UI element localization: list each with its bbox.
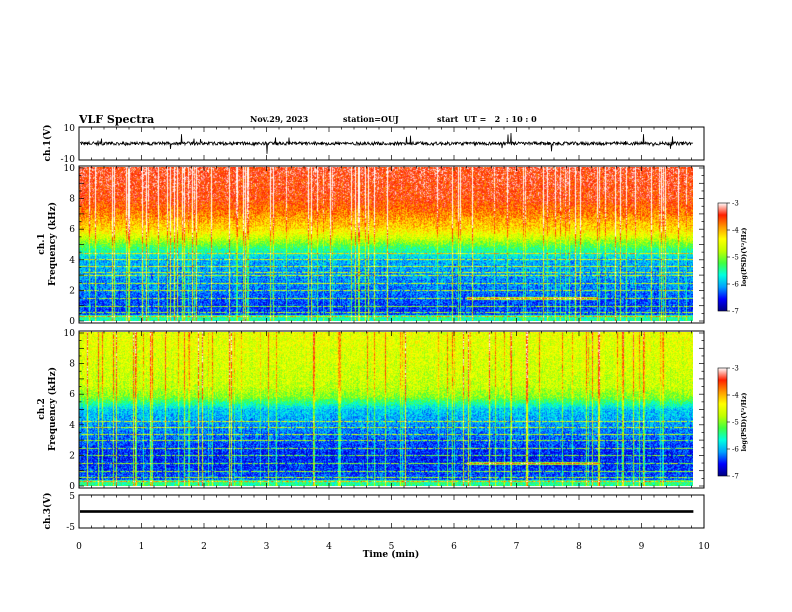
- ylabel-ch1-line2: Frequency (kHz): [47, 202, 58, 286]
- figure-start-ut: start UT = 2 : 10 : 0: [437, 114, 537, 124]
- y-tick-label: 10: [64, 164, 76, 174]
- y-tick-label: 8: [69, 360, 75, 370]
- x-tick-label: 4: [326, 542, 332, 552]
- colorbar-gradient: [717, 202, 728, 312]
- colorbar-tick-label: -4: [732, 227, 739, 235]
- x-tick-label: 6: [451, 542, 457, 552]
- waveform-panel-ch3: 5 -5 ch.3(V): [42, 492, 705, 533]
- colorbar-tick-label: -4: [732, 392, 739, 400]
- y-tick-label: 10: [64, 329, 76, 339]
- x-axis-label: Time (min): [363, 549, 420, 560]
- figure-date: Nov.29, 2023: [250, 114, 309, 124]
- y-tick-label: 4: [69, 421, 75, 431]
- y-tick-label: 6: [69, 390, 75, 400]
- colorbar-tick-label: -6: [732, 446, 739, 454]
- ytick-label-ch1-bottom: -10: [61, 155, 76, 165]
- ytick-label-ch3-bottom: -5: [66, 523, 75, 533]
- ylabel-ch2-line2: Frequency (kHz): [47, 367, 58, 451]
- y-tick-label: 4: [69, 256, 75, 266]
- x-tick-label: 2: [201, 542, 207, 552]
- colorbar-tick-label: -5: [732, 254, 739, 262]
- colorbar-gradient: [717, 367, 728, 477]
- x-tick-label: 1: [139, 542, 145, 552]
- spectrogram-panel-ch2: 0 2 4 6 8 10 ch.2 Frequency (kHz): [37, 329, 705, 492]
- y-tick-label: 8: [69, 195, 75, 205]
- x-tick-label: 8: [576, 542, 582, 552]
- waveform-panel-ch1: 10 -10 ch.1(V): [42, 124, 705, 165]
- y-tick-label: 2: [69, 286, 75, 296]
- waveform-trace-ch3: [80, 510, 694, 513]
- colorbar-ch2: -3 -4 -5 -6 -7 log(PSD)(V²/Hz): [717, 365, 748, 481]
- y-tick-label: 0: [69, 317, 75, 327]
- figure-title: VLF Spectra: [78, 113, 154, 126]
- colorbar-tick-label: -7: [732, 308, 739, 316]
- ylabel-ch1: ch.1(V): [42, 125, 53, 162]
- spectrogram-panel-ch1: 0 2 4 6 8 10 ch.1 Frequency (kHz): [37, 164, 705, 327]
- x-tick-label: 10: [698, 542, 710, 552]
- spectrogram-image-ch2: [79, 332, 693, 486]
- colorbar-label: log(PSD)(V²/Hz): [740, 393, 748, 452]
- colorbar-tick-label: -5: [732, 419, 739, 427]
- spectrogram-image-ch1: [79, 167, 693, 321]
- x-tick-label: 7: [514, 542, 520, 552]
- colorbar-tick-label: -6: [732, 281, 739, 289]
- ytick-label-ch1-top: 10: [64, 124, 76, 134]
- x-tick-label: 9: [639, 542, 645, 552]
- colorbar-label: log(PSD)(V²/Hz): [740, 228, 748, 287]
- y-tick-label: 2: [69, 451, 75, 461]
- x-axis: 0 1 2 3 4 5 6 7 8 9 10: [76, 127, 710, 552]
- x-tick-label: 5: [389, 542, 395, 552]
- figure-station: station=OUJ: [343, 114, 399, 124]
- x-tick-label: 3: [264, 542, 270, 552]
- ylabel-ch1-line1: ch.1: [37, 233, 47, 254]
- colorbar-tick-label: -7: [732, 473, 739, 481]
- waveform-trace-ch1: [79, 132, 694, 154]
- colorbar-tick-label: -3: [732, 365, 739, 373]
- ylabel-ch3: ch.3(V): [42, 493, 53, 530]
- y-tick-label: 6: [69, 225, 75, 235]
- colorbar-tick-label: -3: [732, 200, 739, 208]
- x-tick-label: 0: [76, 542, 82, 552]
- colorbar-ch1: -3 -4 -5 -6 -7 log(PSD)(V²/Hz): [717, 200, 748, 316]
- ytick-label-ch3-top: 5: [69, 492, 75, 502]
- ylabel-ch2-line1: ch.2: [37, 398, 47, 419]
- y-tick-label: 0: [69, 482, 75, 492]
